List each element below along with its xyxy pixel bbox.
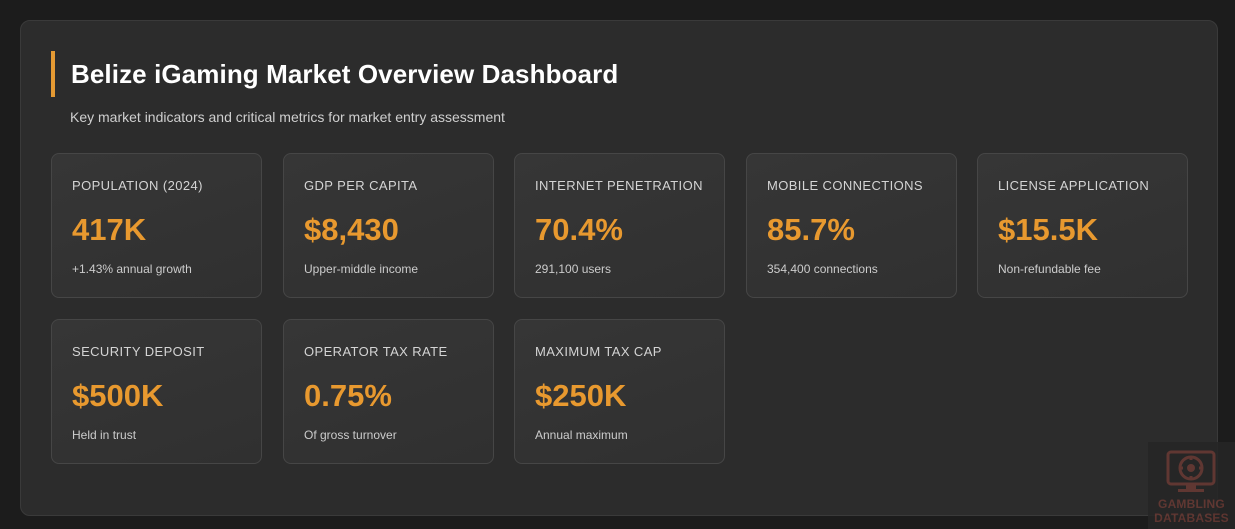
metric-card-gdp-per-capita: GDP PER CAPITA $8,430 Upper-middle incom… — [283, 153, 494, 298]
metric-card-security-deposit: SECURITY DEPOSIT $500K Held in trust — [51, 319, 262, 464]
metric-note: 354,400 connections — [767, 262, 878, 276]
title-bar: Belize iGaming Market Overview Dashboard — [51, 51, 618, 97]
metric-label: OPERATOR TAX RATE — [304, 344, 448, 359]
metric-note: Held in trust — [72, 428, 137, 442]
metric-label: LICENSE APPLICATION — [998, 178, 1150, 193]
metric-card-internet-penetration: INTERNET PENETRATION 70.4% 291,100 users — [514, 153, 725, 298]
metric-value: 70.4% — [535, 212, 623, 247]
metric-note: Annual maximum — [535, 428, 628, 442]
metric-note: Non-refundable fee — [998, 262, 1101, 276]
metric-value: 85.7% — [767, 212, 855, 247]
metric-value: 0.75% — [304, 378, 392, 413]
monitor-chip-logo-icon — [1166, 450, 1216, 492]
metric-note: +1.43% annual growth — [72, 262, 192, 276]
metric-value: $8,430 — [304, 212, 399, 247]
metric-value: 417K — [72, 212, 147, 247]
metric-label: GDP PER CAPITA — [304, 178, 418, 193]
metric-note: Of gross turnover — [304, 428, 397, 442]
metric-label: MOBILE CONNECTIONS — [767, 178, 923, 193]
page-subtitle: Key market indicators and critical metri… — [70, 109, 505, 125]
metric-card-population: POPULATION (2024) 417K +1.43% annual gro… — [51, 153, 262, 298]
watermark-line2: DATABASES — [1154, 511, 1229, 525]
metric-value: $15.5K — [998, 212, 1098, 247]
metric-value: $250K — [535, 378, 627, 413]
metric-note: Upper-middle income — [304, 262, 419, 276]
metric-card-license-application: LICENSE APPLICATION $15.5K Non-refundabl… — [977, 153, 1188, 298]
page-title: Belize iGaming Market Overview Dashboard — [71, 58, 619, 89]
watermark-logo: GAMBLING DATABASES — [1148, 442, 1235, 529]
metric-label: INTERNET PENETRATION — [535, 178, 703, 193]
metric-note: 291,100 users — [535, 262, 612, 276]
watermark-line1: GAMBLING — [1158, 497, 1225, 511]
metric-label: MAXIMUM TAX CAP — [535, 344, 662, 359]
dashboard-panel: Belize iGaming Market Overview Dashboard… — [20, 20, 1218, 516]
metric-label: POPULATION (2024) — [72, 178, 203, 193]
metric-card-operator-tax-rate: OPERATOR TAX RATE 0.75% Of gross turnove… — [283, 319, 494, 464]
metric-value: $500K — [72, 378, 164, 413]
metric-card-mobile-connections: MOBILE CONNECTIONS 85.7% 354,400 connect… — [746, 153, 957, 298]
metric-card-maximum-tax-cap: MAXIMUM TAX CAP $250K Annual maximum — [514, 319, 725, 464]
metric-label: SECURITY DEPOSIT — [72, 344, 205, 359]
